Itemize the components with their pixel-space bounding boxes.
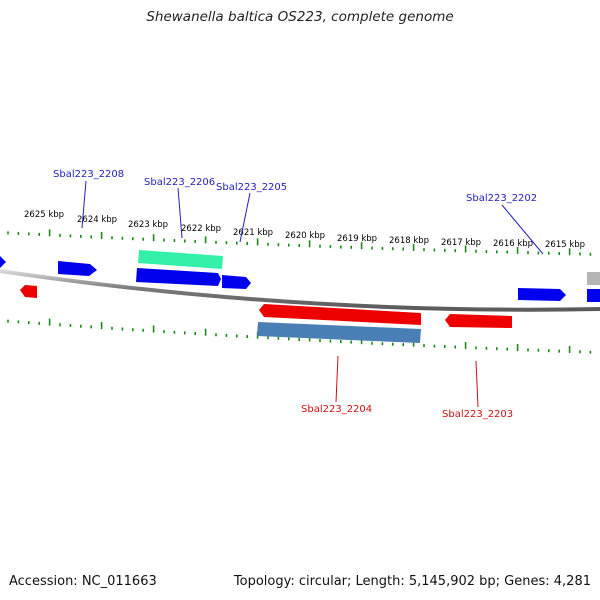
gene-arrow-forward[interactable] — [0, 256, 6, 268]
scale-ticks-inner — [7, 318, 592, 354]
label-leaders — [81, 180, 544, 408]
scale-ticks-outer — [7, 229, 592, 256]
gene-arrow-forward[interactable] — [58, 261, 97, 276]
scale-label: 2625 kbp — [24, 210, 64, 220]
cds-bar-reverse[interactable] — [257, 322, 421, 343]
scale-label: 2615 kbp — [545, 240, 585, 250]
leader-line — [335, 355, 339, 403]
genome-title: Shewanella baltica OS223, complete genom… — [146, 9, 454, 25]
genome-backbone — [0, 269, 600, 312]
rna-gene-bar[interactable] — [138, 250, 223, 269]
accession-text: Accession: NC_011663 — [9, 574, 157, 589]
genome-summary-text: Topology: circular; Length: 5,145,902 bp… — [233, 574, 591, 589]
scale-labels: 2625 kbp 2624 kbp 2623 kbp 2622 kbp 2621… — [24, 210, 585, 250]
gene-arrow-reverse[interactable] — [445, 314, 512, 328]
leader-line — [501, 204, 544, 255]
leader-line — [239, 192, 251, 243]
gene-unknown[interactable] — [587, 272, 600, 285]
forward-features — [0, 250, 600, 302]
gene-label[interactable]: Sbal223_2204 — [301, 404, 372, 415]
scale-label: 2621 kbp — [233, 228, 273, 238]
gene-arrow-reverse[interactable] — [259, 304, 421, 325]
gene-labels: Sbal223_2208 Sbal223_2206 Sbal223_2205 S… — [53, 169, 537, 420]
gene-label[interactable]: Sbal223_2208 — [53, 169, 124, 180]
scale-label: 2619 kbp — [337, 234, 377, 244]
scale-label: 2622 kbp — [181, 224, 221, 234]
reverse-features — [20, 285, 512, 343]
gene-arrow-reverse[interactable] — [20, 285, 37, 298]
scale-label: 2623 kbp — [128, 220, 168, 230]
gene-arrow-forward[interactable] — [587, 289, 600, 302]
gene-label[interactable]: Sbal223_2206 — [144, 177, 215, 188]
leader-line — [475, 360, 479, 408]
scale-label: 2616 kbp — [493, 239, 533, 249]
gene-arrow-forward[interactable] — [222, 275, 251, 289]
scale-label: 2624 kbp — [77, 215, 117, 225]
leader-line — [81, 180, 87, 229]
gene-arrow-forward[interactable] — [518, 288, 566, 301]
scale-label: 2620 kbp — [285, 231, 325, 241]
gene-label[interactable]: Sbal223_2202 — [466, 193, 537, 204]
scale-label: 2618 kbp — [389, 236, 429, 246]
gene-label[interactable]: Sbal223_2203 — [442, 409, 513, 420]
leader-line — [177, 187, 183, 239]
gene-arrow-forward[interactable] — [136, 268, 221, 286]
scale-label: 2617 kbp — [441, 238, 481, 248]
gene-label[interactable]: Sbal223_2205 — [216, 182, 287, 193]
